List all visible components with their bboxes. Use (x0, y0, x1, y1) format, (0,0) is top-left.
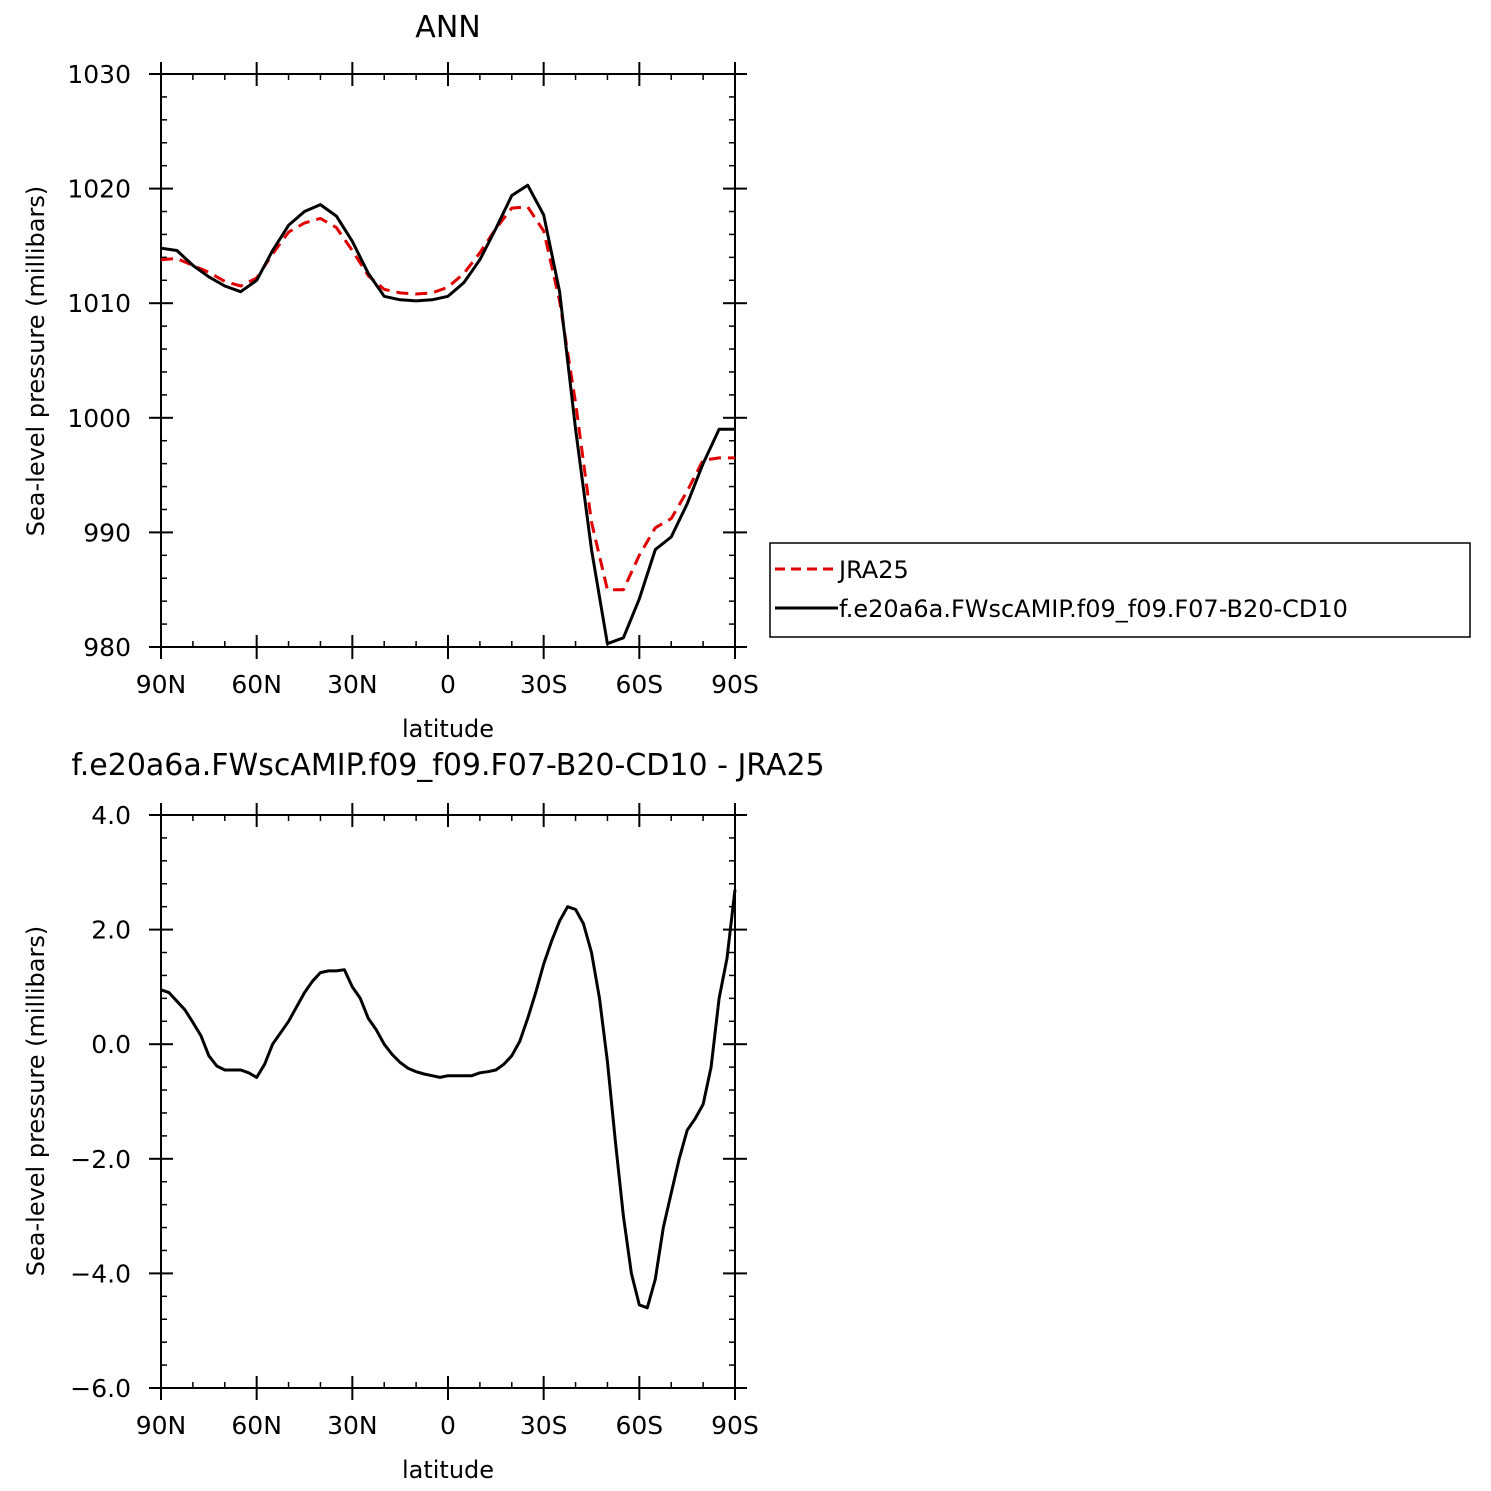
top-y-tick-label: 1010 (67, 289, 131, 318)
top-x-tick-label: 60N (231, 670, 282, 699)
top-x-tick-label: 60S (615, 670, 663, 699)
top-y-tick-label: 980 (83, 633, 131, 662)
bottom-y-tick-label: 0.0 (91, 1030, 131, 1059)
legend-label-model: f.e20a6a.FWscAMIP.f09_f09.F07-B20-CD10 (839, 595, 1348, 623)
bottom-x-tick-label: 30N (327, 1411, 378, 1440)
bottom-x-tick-label: 90S (711, 1411, 759, 1440)
bottom-x-axis-label: latitude (402, 1456, 494, 1484)
bottom-x-tick-label: 60N (231, 1411, 282, 1440)
top-y-tick-label: 1000 (67, 404, 131, 433)
bottom-x-tick-label: 90N (136, 1411, 187, 1440)
bottom-y-tick-label: −4.0 (70, 1259, 131, 1288)
bottom-x-tick-label: 30S (520, 1411, 568, 1440)
bottom-x-tick-label: 60S (615, 1411, 663, 1440)
top-chart-title: ANN (415, 10, 480, 45)
bottom-series-line-0 (160, 889, 737, 1310)
top-series-line-1 (160, 183, 735, 646)
top-x-tick-label: 0 (440, 670, 456, 699)
top-ticks: 90N 60N 30N 0 30S 60S 90S 980 990 1000 1010 1020 103… (67, 60, 758, 699)
top-y-tick-label: 990 (83, 518, 131, 547)
bottom-ticks: 90N 60N 30N 0 30S 60S 90S −6.0 −4.0 −2.0 0.0 2.0 4.0 (70, 801, 759, 1440)
top-panel: ANN 90N 60N 30N 0 30S 60S 90S 980 990 1000 1010 102… (22, 10, 1471, 743)
legend-label-jra25: JRA25 (837, 556, 909, 584)
bottom-series-group (160, 889, 737, 1310)
bottom-panel: f.e20a6a.FWscAMIP.f09_f09.F07-B20-CD10 -… (22, 748, 825, 1484)
bottom-y-tick-label: 4.0 (91, 801, 131, 830)
top-x-tick-label: 30S (520, 670, 568, 699)
top-x-tick-label: 90N (136, 670, 187, 699)
bottom-x-tick-label: 0 (440, 1411, 456, 1440)
top-y-tick-label: 1030 (67, 60, 131, 89)
legend-box (769, 542, 1471, 638)
bottom-y-tick-label: −2.0 (70, 1145, 131, 1174)
bottom-y-axis-label: Sea-level pressure (millibars) (22, 926, 50, 1276)
bottom-chart-title: f.e20a6a.FWscAMIP.f09_f09.F07-B20-CD10 -… (71, 748, 824, 783)
bottom-y-tick-label: −6.0 (70, 1374, 131, 1403)
bottom-y-tick-label: 2.0 (91, 916, 131, 945)
legend: JRA25 f.e20a6a.FWscAMIP.f09_f09.F07-B20-… (769, 542, 1471, 638)
top-x-tick-label: 30N (327, 670, 378, 699)
top-x-tick-label: 90S (711, 670, 759, 699)
top-series-group (160, 183, 735, 646)
top-x-axis-label: latitude (402, 715, 494, 743)
top-y-axis-label: Sea-level pressure (millibars) (22, 186, 50, 536)
top-y-tick-label: 1020 (67, 175, 131, 204)
